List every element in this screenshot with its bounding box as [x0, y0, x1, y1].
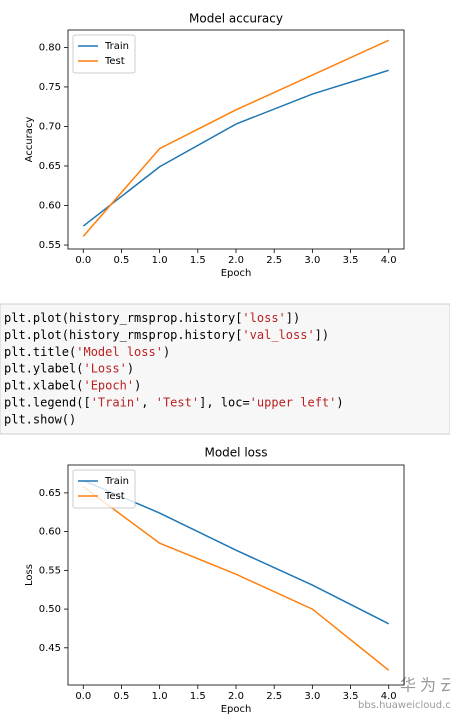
code-line: plt.xlabel('Epoch')	[4, 378, 141, 392]
x-tick-label: 4.0	[381, 691, 397, 702]
y-tick-label: 0.45	[39, 643, 61, 654]
x-tick-label: 3.0	[304, 255, 320, 266]
x-tick-label: 2.5	[266, 691, 282, 702]
code-line: plt.ylabel('Loss')	[4, 361, 134, 375]
y-tick-label: 0.70	[39, 121, 61, 132]
y-tick-label: 0.75	[39, 82, 61, 93]
series-line	[82, 486, 390, 671]
legend-label: Train	[104, 476, 129, 487]
legend-box	[72, 34, 136, 74]
watermark-title: 华为云社区	[400, 676, 450, 695]
x-tick-label: 1.5	[190, 691, 206, 702]
legend-label: Test	[104, 56, 125, 67]
series-line	[82, 39, 390, 237]
x-tick-label: 0.0	[75, 255, 91, 266]
x-tick-label: 0.5	[114, 691, 130, 702]
x-tick-label: 2.0	[228, 691, 244, 702]
x-tick-label: 0.5	[114, 255, 130, 266]
y-tick-label: 0.80	[39, 42, 61, 53]
x-tick-label: 1.5	[190, 255, 206, 266]
y-tick-label: 0.50	[39, 604, 61, 615]
x-tick-label: 0.0	[75, 691, 91, 702]
x-tick-label: 1.0	[152, 691, 168, 702]
code-line: plt.show()	[4, 412, 76, 426]
y-tick-label: 0.60	[39, 201, 61, 212]
y-tick-label: 0.60	[39, 527, 61, 538]
y-tick-label: 0.65	[39, 161, 61, 172]
x-tick-label: 3.0	[304, 691, 320, 702]
y-axis-label: Loss	[24, 564, 35, 586]
code-line: plt.plot(history_rmsprop.history['loss']…	[4, 311, 300, 325]
y-tick-label: 0.55	[39, 565, 61, 576]
legend-box	[72, 469, 136, 509]
x-axis-label: Epoch	[221, 704, 252, 715]
legend-label: Train	[104, 41, 129, 52]
legend-label: Test	[104, 491, 125, 502]
code-cell	[0, 303, 450, 435]
x-tick-label: 1.0	[152, 255, 168, 266]
series-line	[82, 69, 389, 227]
chart-title: Model loss	[204, 446, 267, 460]
code-line: plt.plot(history_rmsprop.history['val_lo…	[4, 327, 329, 341]
code-line: plt.title('Model loss')	[4, 344, 170, 358]
x-tick-label: 2.5	[266, 255, 282, 266]
chart-title: Model accuracy	[189, 12, 283, 26]
x-tick-label: 4.0	[381, 255, 397, 266]
x-tick-label: 2.0	[228, 255, 244, 266]
y-axis-label: Accuracy	[24, 117, 35, 163]
x-axis-label: Epoch	[221, 268, 252, 279]
code-line: plt.legend(['Train', 'Test'], loc='upper…	[4, 395, 344, 409]
watermark-url: bbs.huaweicloud.com	[358, 700, 450, 711]
y-tick-label: 0.55	[39, 240, 61, 251]
x-tick-label: 3.5	[343, 255, 359, 266]
x-tick-label: 3.5	[343, 691, 359, 702]
y-tick-label: 0.65	[39, 488, 61, 499]
